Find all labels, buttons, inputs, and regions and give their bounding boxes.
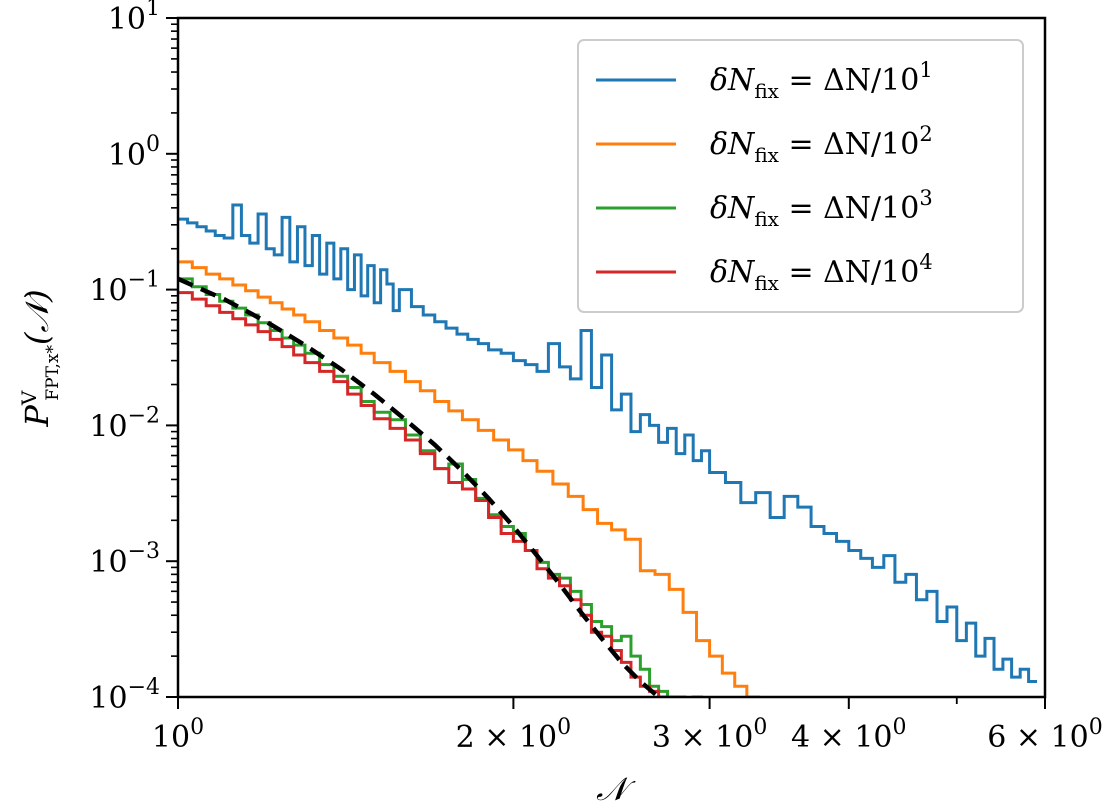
y-tick-label-5: 10−3 — [89, 539, 160, 580]
series-line-4 — [178, 291, 669, 697]
legend-label-2: δNfix = ΔN/102 — [710, 122, 933, 167]
legend-box — [577, 39, 1024, 313]
y-tick-label-3: 10−1 — [89, 268, 160, 309]
legend-label-1: δNfix = ΔN/101 — [710, 58, 933, 103]
x-tick-label-1: 100 — [152, 715, 204, 755]
x-tick-label-2: 2 × 100 — [456, 715, 571, 755]
y-tick-label-1: 101 — [108, 0, 160, 37]
legend-label-3: δNfix = ΔN/103 — [710, 186, 933, 231]
series-line-1 — [178, 203, 1038, 684]
x-tick-label-4: 4 × 100 — [791, 715, 906, 755]
x-tick-label-5: 6 × 100 — [987, 715, 1102, 755]
y-tick-label-4: 10−2 — [89, 403, 160, 444]
legend-label-4: δNfix = ΔN/104 — [710, 250, 933, 295]
legend: δNfix = ΔN/101 δNfix = ΔN/102 δNfix = ΔN/1… — [577, 39, 1024, 313]
y-axis-label: PV FPT,x*(𝒩) — [17, 289, 63, 427]
series-line-3 — [178, 277, 703, 697]
y-tick-label-2: 100 — [108, 132, 160, 173]
series-layer — [178, 203, 1038, 697]
x-tick-label-3: 3 × 100 — [652, 715, 767, 755]
x-axis-label: 𝒩 — [596, 770, 636, 808]
y-tick-label-6: 10−4 — [89, 675, 160, 716]
ticks-layer: 100 2 × 100 3 × 100 4 × 100 6 × 10010110010−… — [89, 0, 1102, 755]
y-axis-label-text: PV FPT,x*(𝒩) — [17, 289, 63, 427]
series-line-2 — [178, 260, 761, 697]
axes-frame — [176, 16, 1047, 699]
series-line-5 — [178, 276, 664, 697]
